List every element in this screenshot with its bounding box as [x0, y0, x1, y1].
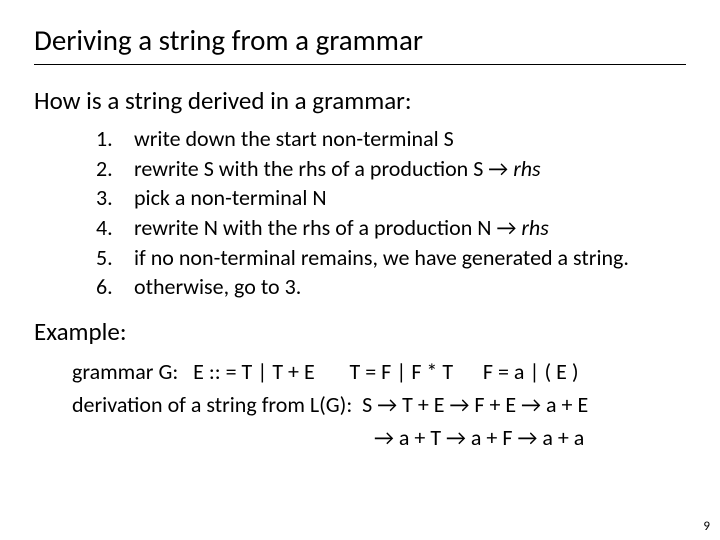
step-text: write down the start non-terminal S: [124, 124, 686, 154]
step-text: rewrite N with the rhs of a production N…: [124, 213, 686, 243]
step-text: pick a non-terminal N: [124, 183, 686, 213]
step-number: 1.: [96, 124, 124, 154]
derivation-line-2: → a + T → a + F → a + a: [374, 421, 686, 454]
step-number: 4.: [96, 213, 124, 243]
slide-title: Deriving a string from a grammar: [34, 22, 686, 65]
derivation-line-1: derivation of a string from L(G): S → T …: [72, 388, 686, 421]
step-item: 3. pick a non-terminal N: [96, 183, 686, 213]
step-text: otherwise, go to 3.: [124, 272, 686, 302]
example-heading: Example:: [34, 316, 686, 347]
step-number: 2.: [96, 154, 124, 184]
example-block: grammar G: E :: = T | T + E T = F | F * …: [72, 355, 686, 454]
step-text: if no non-terminal remains, we have gene…: [124, 243, 686, 273]
step-text: rewrite S with the rhs of a production S…: [124, 154, 686, 184]
step-number: 6.: [96, 272, 124, 302]
step-item: 5. if no non-terminal remains, we have g…: [96, 243, 686, 273]
steps-list: 1. write down the start non-terminal S 2…: [96, 124, 686, 302]
step-item: 6. otherwise, go to 3.: [96, 272, 686, 302]
page-number: 9: [703, 519, 710, 534]
step-item: 2. rewrite S with the rhs of a productio…: [96, 154, 686, 184]
step-number: 3.: [96, 183, 124, 213]
section-subhead: How is a string derived in a grammar:: [34, 85, 686, 116]
step-item: 1. write down the start non-terminal S: [96, 124, 686, 154]
step-item: 4. rewrite N with the rhs of a productio…: [96, 213, 686, 243]
step-number: 5.: [96, 243, 124, 273]
grammar-definition: grammar G: E :: = T | T + E T = F | F * …: [72, 355, 686, 388]
